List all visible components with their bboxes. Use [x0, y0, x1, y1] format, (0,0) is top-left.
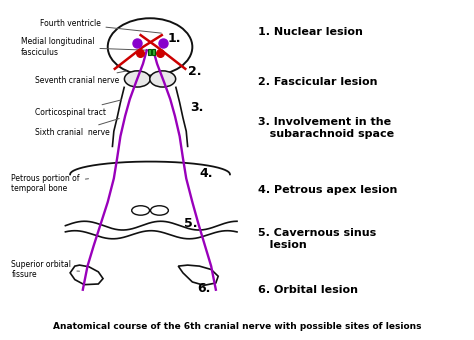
- Ellipse shape: [124, 71, 150, 87]
- Text: Petrous portion of
temporal bone: Petrous portion of temporal bone: [11, 174, 89, 193]
- Ellipse shape: [151, 206, 168, 215]
- Text: Sixth cranial  nerve: Sixth cranial nerve: [35, 119, 119, 137]
- Polygon shape: [70, 265, 103, 285]
- Text: 5.: 5.: [184, 218, 198, 231]
- Text: 2.: 2.: [188, 65, 201, 78]
- Text: Medial longitudinal
fasciculus: Medial longitudinal fasciculus: [21, 37, 147, 57]
- Text: 5. Cavernous sinus
   lesion: 5. Cavernous sinus lesion: [258, 228, 376, 250]
- Ellipse shape: [108, 18, 192, 75]
- Text: 1. Nuclear lesion: 1. Nuclear lesion: [258, 27, 363, 37]
- Text: Anatomical course of the 6th cranial nerve with possible sites of lesions: Anatomical course of the 6th cranial ner…: [53, 322, 421, 331]
- Text: 4.: 4.: [200, 167, 213, 180]
- Text: 1.: 1.: [167, 32, 181, 45]
- Text: 3. Involvement in the
   subarachnoid space: 3. Involvement in the subarachnoid space: [258, 117, 394, 139]
- Text: 4. Petrous apex lesion: 4. Petrous apex lesion: [258, 185, 398, 195]
- Text: Seventh cranial nerve: Seventh cranial nerve: [35, 71, 126, 85]
- Text: 3.: 3.: [190, 101, 203, 114]
- Text: 6. Orbital lesion: 6. Orbital lesion: [258, 285, 358, 295]
- Ellipse shape: [132, 206, 150, 215]
- FancyBboxPatch shape: [148, 49, 151, 55]
- Text: Corticospinal tract: Corticospinal tract: [35, 100, 121, 117]
- Text: Superior orbital
fissure: Superior orbital fissure: [11, 260, 80, 279]
- Text: Fourth ventricle: Fourth ventricle: [39, 19, 161, 33]
- Text: 2. Fascicular lesion: 2. Fascicular lesion: [258, 77, 378, 87]
- Text: 6.: 6.: [197, 282, 210, 295]
- Polygon shape: [178, 265, 218, 285]
- FancyBboxPatch shape: [152, 49, 155, 55]
- Ellipse shape: [150, 71, 176, 87]
